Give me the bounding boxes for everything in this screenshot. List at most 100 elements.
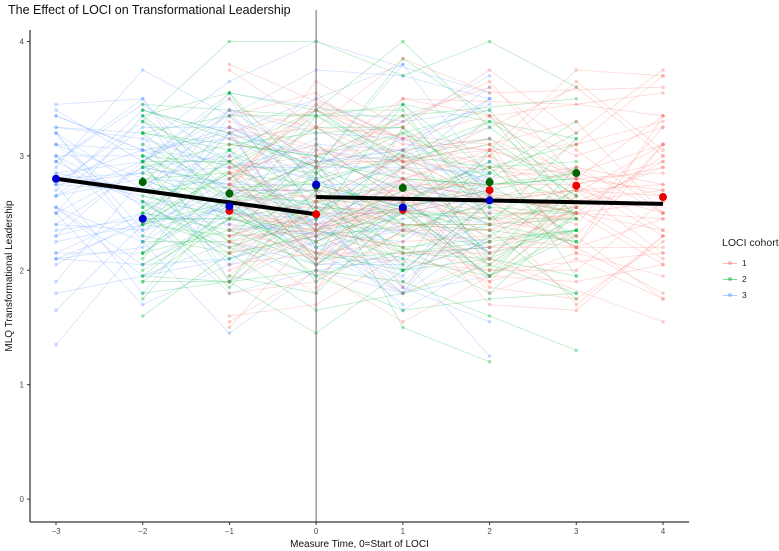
trajectory-point-cohort-3 xyxy=(401,176,405,181)
trajectory-point-cohort-2 xyxy=(574,228,579,232)
trajectory-line-cohort-3 xyxy=(142,40,490,145)
trajectory-point-cohort-2 xyxy=(574,228,579,232)
trajectory-point-cohort-3 xyxy=(54,194,58,198)
trajectory-point-cohort-2 xyxy=(574,159,579,164)
trajectory-point-cohort-2 xyxy=(227,228,232,232)
trajectory-point-cohort-1 xyxy=(401,222,405,227)
trajectory-point-cohort-3 xyxy=(401,62,405,67)
trajectory-point-cohort-3 xyxy=(401,268,405,273)
trajectory-point-cohort-3 xyxy=(54,205,58,210)
trajectory-point-cohort-3 xyxy=(140,159,145,164)
trajectory-point-cohort-1 xyxy=(574,245,579,250)
legend-title: LOCI cohort xyxy=(722,237,779,249)
trajectory-point-cohort-1 xyxy=(574,245,579,250)
trajectory-point-cohort-3 xyxy=(227,131,232,135)
trajectory-point-cohort-1 xyxy=(661,228,665,232)
trajectory-point-cohort-2 xyxy=(487,274,492,278)
trajectory-point-cohort-2 xyxy=(574,274,579,278)
trajectory-line-cohort-2 xyxy=(142,92,490,214)
trajectory-point-cohort-2 xyxy=(140,165,145,170)
trajectory-point-cohort-2 xyxy=(487,360,492,364)
trajectory-point-cohort-2 xyxy=(227,245,232,250)
trajectory-point-cohort-1 xyxy=(661,320,665,324)
trajectory-point-cohort-1 xyxy=(227,251,232,255)
legend-key xyxy=(722,271,738,287)
trajectory-point-cohort-1 xyxy=(487,79,492,84)
trajectory-point-cohort-2 xyxy=(574,274,579,278)
trajectory-point-cohort-1 xyxy=(401,154,405,158)
trajectory-point-cohort-2 xyxy=(227,217,232,221)
trajectory-line-cohort-3 xyxy=(55,115,490,214)
trajectory-point-cohort-3 xyxy=(54,142,58,147)
trajectory-line-cohort-3 xyxy=(55,103,490,197)
trajectory-point-cohort-1 xyxy=(574,85,579,89)
trajectory-point-cohort-3 xyxy=(401,228,405,232)
trajectory-point-cohort-2 xyxy=(574,291,579,296)
trajectory-point-cohort-3 xyxy=(227,96,232,101)
trajectory-point-cohort-1 xyxy=(574,268,579,273)
trajectory-point-cohort-1 xyxy=(661,142,665,147)
trajectory-line-cohort-1 xyxy=(229,69,664,191)
trajectory-point-cohort-2 xyxy=(140,114,145,118)
trajectory-point-cohort-3 xyxy=(140,136,145,141)
trajectory-line-cohort-1 xyxy=(229,155,664,254)
trajectory-point-cohort-1 xyxy=(227,159,232,164)
trajectory-point-cohort-3 xyxy=(227,331,232,336)
trajectory-point-cohort-2 xyxy=(574,228,579,232)
trajectory-point-cohort-1 xyxy=(487,148,492,152)
trajectory-point-cohort-2 xyxy=(574,131,579,135)
trajectory-line-cohort-3 xyxy=(55,212,404,237)
trajectory-point-cohort-2 xyxy=(401,114,405,118)
trajectory-point-cohort-2 xyxy=(227,217,232,221)
trajectory-point-cohort-2 xyxy=(140,108,145,112)
trajectory-point-cohort-3 xyxy=(401,165,405,170)
trajectory-point-cohort-3 xyxy=(401,148,405,152)
trajectory-point-cohort-1 xyxy=(661,159,665,164)
trajectory-line-cohort-1 xyxy=(229,58,664,128)
trajectory-point-cohort-3 xyxy=(140,228,145,232)
trajectory-point-cohort-3 xyxy=(227,154,232,158)
trajectory-point-cohort-3 xyxy=(140,165,145,170)
trajectory-point-cohort-2 xyxy=(140,257,145,261)
trajectory-line-cohort-1 xyxy=(229,109,664,214)
trajectory-point-cohort-3 xyxy=(401,274,405,278)
trajectory-line-cohort-2 xyxy=(142,201,577,266)
trajectory-point-cohort-2 xyxy=(140,119,145,124)
x-tick-label: 1 xyxy=(401,527,406,536)
trajectory-point-cohort-2 xyxy=(401,268,405,273)
legend-label: 2 xyxy=(742,274,747,284)
trajectory-line-cohort-3 xyxy=(55,138,490,185)
trajectory-point-cohort-1 xyxy=(401,125,405,130)
trajectory-line-cohort-3 xyxy=(55,98,490,191)
trajectory-point-cohort-3 xyxy=(487,222,492,227)
trajectory-line-cohort-1 xyxy=(229,115,664,203)
trajectory-point-cohort-2 xyxy=(574,297,579,301)
trajectory-point-cohort-1 xyxy=(401,171,405,175)
trajectory-point-cohort-2 xyxy=(574,211,579,215)
trajectory-point-cohort-2 xyxy=(487,239,492,244)
trajectory-point-cohort-2 xyxy=(401,176,405,181)
trajectory-point-cohort-1 xyxy=(487,257,492,261)
trajectory-line-cohort-2 xyxy=(142,178,577,271)
trajectory-point-cohort-2 xyxy=(227,234,232,238)
trajectory-point-cohort-3 xyxy=(487,354,492,358)
trajectory-line-cohort-3 xyxy=(55,92,490,163)
trajectory-line-cohort-1 xyxy=(229,195,664,265)
trajectory-point-cohort-2 xyxy=(227,114,232,118)
trajectory-point-cohort-3 xyxy=(54,182,58,187)
trajectory-line-cohort-3 xyxy=(55,184,490,243)
trajectory-point-cohort-3 xyxy=(227,108,232,112)
trajectory-point-cohort-3 xyxy=(401,228,405,232)
trajectory-point-cohort-3 xyxy=(487,257,492,261)
trajectory-point-cohort-3 xyxy=(54,108,58,112)
trajectory-point-cohort-1 xyxy=(487,279,492,284)
trajectory-line-cohort-1 xyxy=(229,103,664,220)
trajectory-point-cohort-2 xyxy=(140,279,145,284)
trajectory-point-cohort-3 xyxy=(227,165,232,170)
trajectory-line-cohort-1 xyxy=(229,155,664,248)
trajectory-point-cohort-1 xyxy=(661,142,665,147)
trajectory-point-cohort-2 xyxy=(227,251,232,255)
trajectory-point-cohort-3 xyxy=(54,251,58,255)
trajectory-point-cohort-3 xyxy=(227,131,232,135)
